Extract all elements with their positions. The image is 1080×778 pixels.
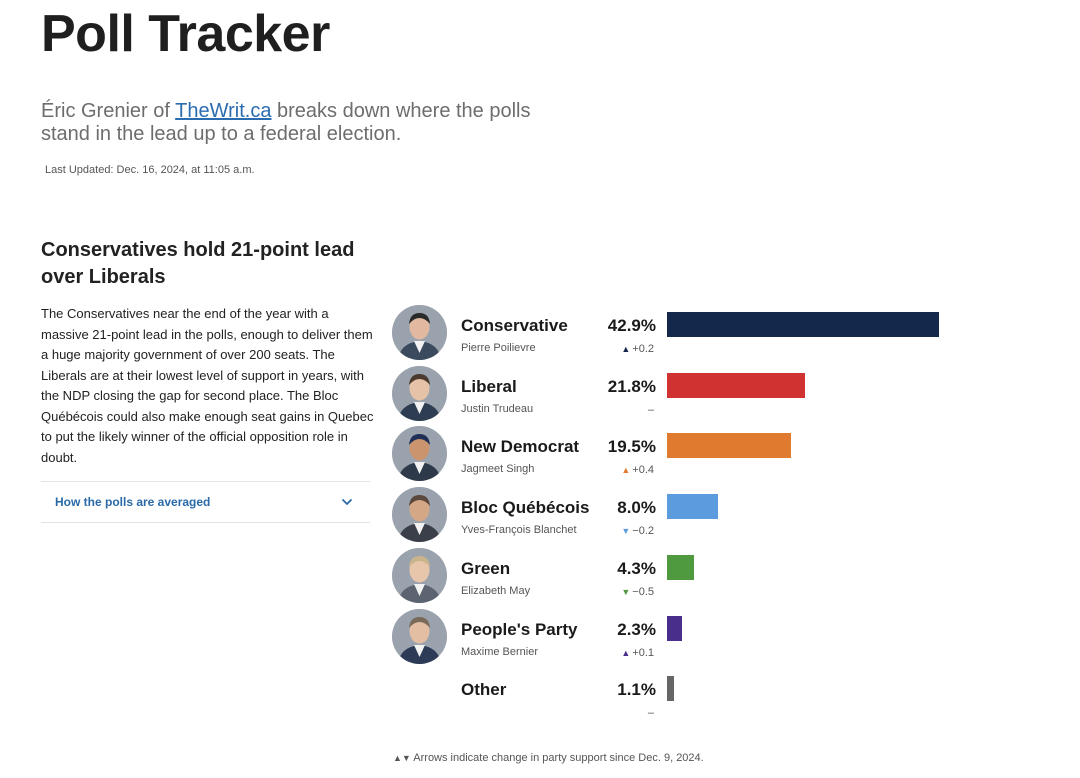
party-name: Green [461, 558, 511, 578]
arrow-down-icon: ▼ [621, 586, 631, 597]
party-row: Liberal Justin Trudeau 21.8% – [392, 365, 992, 426]
support-bar [667, 676, 674, 702]
arrow-up-icon: ▲ [621, 647, 631, 658]
leader-name: Justin Trudeau [461, 402, 534, 415]
chevron-down-icon [342, 499, 352, 505]
party-name: Other [461, 680, 507, 700]
support-percentage: 1.1% [617, 680, 656, 700]
page-title: Poll Tracker [41, 5, 330, 63]
leader-name: Elizabeth May [461, 584, 531, 597]
polls-averaged-accordion[interactable]: How the polls are averaged [41, 481, 370, 523]
last-updated: Last Updated: Dec. 16, 2024, at 11:05 a.… [45, 164, 255, 176]
party-name: Bloc Québécois [461, 498, 590, 518]
party-row: Green Elizabeth May 4.3% ▼ −0.5 [392, 547, 992, 608]
support-percentage: 2.3% [617, 619, 656, 639]
support-change: ▲ +0.2 [592, 343, 654, 355]
support-change: ▲ +0.4 [592, 464, 654, 476]
support-change: – [592, 404, 654, 416]
support-change: ▲ +0.1 [592, 647, 654, 659]
party-row: People's Party Maxime Bernier 2.3% ▲ +0.1 [392, 608, 992, 669]
arrow-down-icon: ▼ [621, 526, 631, 537]
leader-avatar [392, 305, 447, 360]
arrow-up-icon: ▲ [621, 465, 631, 476]
party-name: Liberal [461, 376, 517, 396]
leader-avatar [392, 365, 447, 421]
arrows-legend-icon: ▲▼ [393, 753, 411, 763]
thewrit-link[interactable]: TheWrit.ca [175, 100, 272, 122]
leader-name: Jagmeet Singh [461, 463, 535, 476]
party-row: Bloc Québécois Yves-François Blanchet 8.0%… [392, 487, 992, 547]
change-value: +0.1 [632, 646, 654, 659]
change-value: +0.4 [632, 464, 654, 477]
chart-footnote: ▲▼ Arrows indicate change in party suppo… [393, 752, 704, 764]
leader-name: Yves-François Blanchet [461, 524, 577, 537]
support-change: ▼ −0.5 [592, 586, 654, 598]
support-percentage: 8.0% [617, 498, 656, 518]
support-bar [667, 494, 718, 520]
story-body: The Conservatives near the end of the ye… [41, 306, 374, 465]
party-row: Conservative Pierre Poilievre 42.9% ▲ +0.2 [392, 305, 992, 365]
support-change: ▼ −0.2 [592, 525, 654, 537]
change-value: – [647, 403, 654, 416]
poll-bar-chart: Conservative Pierre Poilievre 42.9% ▲ +0.2 Li… [392, 305, 992, 725]
support-change: – [592, 707, 654, 719]
support-bar [667, 372, 806, 398]
change-value: −0.2 [632, 525, 654, 538]
support-percentage: 4.3% [617, 558, 656, 578]
party-row: New Democrat Jagmeet Singh 19.5% ▲ +0.4 [392, 426, 992, 486]
arrow-up-icon: ▲ [621, 344, 631, 354]
change-value: – [647, 707, 654, 720]
party-row: Other 1.1% – [392, 669, 992, 729]
support-percentage: 21.8% [607, 376, 656, 396]
subtitle-suffix: breaks down where the polls stand in the… [41, 100, 531, 145]
support-bar [667, 554, 695, 580]
leader-avatar [392, 547, 447, 603]
support-percentage: 19.5% [607, 437, 656, 457]
leader-avatar [392, 487, 447, 543]
story-heading: Conservatives hold 21-point lead over Li… [41, 239, 355, 288]
subtitle-prefix: Éric Grenier of [41, 100, 176, 122]
party-name: People's Party [461, 619, 578, 639]
leader-avatar [392, 426, 447, 482]
page-subtitle: Éric Grenier of TheWrit.ca breaks down w… [41, 100, 581, 146]
party-name: Conservative [461, 316, 568, 335]
support-bar [667, 433, 791, 459]
leader-avatar [392, 608, 447, 664]
accordion-label: How the polls are averaged [55, 495, 211, 509]
change-value: +0.2 [632, 343, 654, 355]
leader-name: Pierre Poilievre [461, 342, 536, 354]
support-percentage: 42.9% [607, 316, 656, 335]
support-bar [667, 312, 939, 337]
support-bar [667, 615, 682, 641]
party-name: New Democrat [461, 437, 580, 457]
footnote-text: Arrows indicate change in party support … [413, 752, 704, 764]
change-value: −0.5 [632, 585, 654, 598]
leader-name: Maxime Bernier [461, 645, 539, 658]
